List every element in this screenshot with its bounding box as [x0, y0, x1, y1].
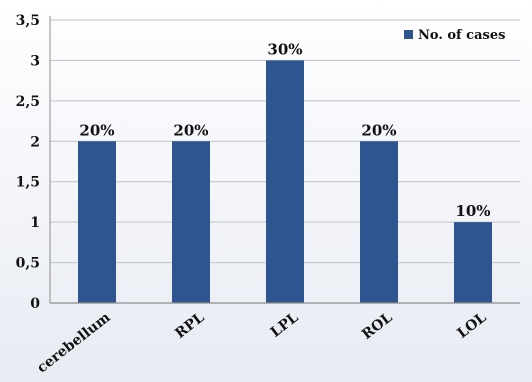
bar-lol: [454, 222, 492, 303]
x-category-label: RPL: [172, 309, 207, 341]
bar-lpl: [266, 60, 304, 303]
legend-label: No. of cases: [418, 28, 505, 43]
x-category-label: LOL: [454, 309, 489, 341]
y-tick-label: 1,5: [16, 175, 40, 191]
legend-swatch: [404, 30, 413, 39]
x-category-label: ROL: [359, 309, 396, 342]
x-category-label: LPL: [268, 309, 302, 340]
y-tick-label: 1: [30, 215, 40, 231]
y-tick-label: 0,5: [16, 256, 40, 272]
data-label: 20%: [361, 121, 396, 139]
bar-rol: [360, 141, 398, 303]
y-tick-label: 2: [30, 134, 40, 150]
bars: [78, 60, 492, 303]
x-category-label: cerebellum: [34, 309, 113, 376]
data-labels: 20% 20% 30% 20% 10%: [79, 40, 490, 220]
x-axis-category-labels: cerebellum RPL LPL ROL LOL: [34, 309, 489, 376]
data-label: 20%: [79, 121, 114, 139]
y-tick-label: 3: [30, 53, 40, 69]
axes: [49, 16, 520, 304]
y-tick-label: 2,5: [16, 94, 40, 110]
data-label: 20%: [173, 121, 208, 139]
y-tick-label: 0: [30, 296, 40, 312]
data-label: 30%: [267, 40, 302, 58]
legend: No. of cases: [404, 28, 505, 43]
data-label: 10%: [455, 202, 490, 220]
bar-cerebellum: [78, 141, 116, 303]
y-axis-tick-labels: 0 0,5 1 1,5 2 2,5 3 3,5: [16, 13, 41, 312]
y-tick-label: 3,5: [16, 13, 40, 29]
bar-rpl: [172, 141, 210, 303]
